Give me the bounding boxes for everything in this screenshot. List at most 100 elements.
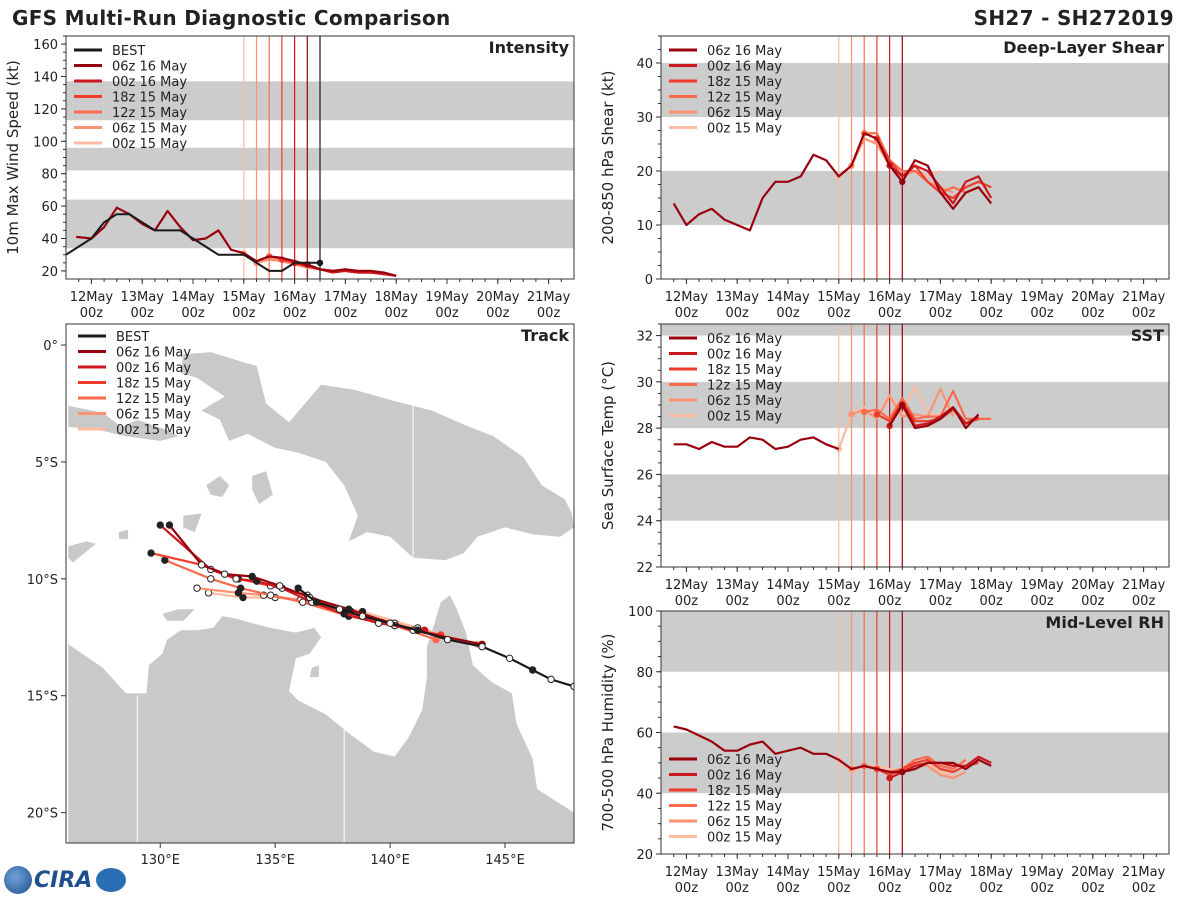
- x-tick-label: 00z: [827, 594, 851, 609]
- x-tick-label: 00z: [929, 881, 953, 896]
- init-point-18z-15-may: [873, 411, 881, 418]
- legend-label: 00z 16 May: [112, 75, 187, 90]
- y-tick-label: 30: [636, 111, 653, 126]
- track-point: [266, 591, 275, 599]
- legend-label: 06z 16 May: [112, 60, 187, 75]
- x-tick-label: 17May: [919, 865, 963, 880]
- shade-band: [661, 63, 1169, 117]
- legend-label: 00z 15 May: [707, 122, 782, 137]
- x-tick-label: 19May: [1020, 290, 1064, 305]
- series-line-06z-15-may: [851, 387, 955, 420]
- init-point-best: [316, 259, 324, 266]
- legend-label: 12z 15 May: [116, 392, 191, 407]
- y-tick-label: 60: [636, 727, 653, 742]
- x-tick-label: 00z: [486, 306, 510, 321]
- x-tick-label: 00z: [1132, 594, 1156, 609]
- x-tick-label: 00z: [181, 306, 205, 321]
- x-tick-label: 14May: [766, 578, 810, 593]
- track-point: [547, 675, 555, 684]
- x-tick-label: 00z: [776, 306, 800, 321]
- x-tick-label: 15May: [222, 290, 266, 305]
- x-tick-label: 00z: [675, 306, 699, 321]
- storm-id: SH27 - SH272019: [973, 6, 1174, 30]
- track-point: [505, 654, 514, 663]
- init-point-06z-15-may: [848, 411, 855, 418]
- track-point: [193, 584, 201, 592]
- legend-label: 00z 16 May: [707, 60, 782, 75]
- x-tick-label: 00z: [1132, 881, 1156, 896]
- x-tick-label: 19May: [1020, 578, 1064, 593]
- x-tick-label: 00z: [878, 594, 902, 609]
- track-point: [312, 598, 321, 606]
- x-tick-label: 00z: [1132, 306, 1156, 321]
- x-tick-label: 20May: [476, 290, 520, 305]
- series-line-06z-16-may: [673, 403, 980, 451]
- legend-label: 06z 16 May: [707, 753, 782, 768]
- x-tick-label: 00z: [776, 881, 800, 896]
- track-point: [358, 612, 367, 620]
- x-tick-label: 00z: [675, 594, 699, 609]
- land-mass: [183, 513, 202, 533]
- track-point: [248, 572, 256, 581]
- x-tick-label: 00z: [1030, 881, 1054, 896]
- land-mass: [118, 529, 129, 540]
- panel-title: Intensity: [489, 38, 570, 57]
- legend-label: 06z 16 May: [116, 346, 191, 361]
- legend-label: 18z 15 May: [707, 784, 782, 799]
- x-tick-label: 00z: [80, 306, 104, 321]
- y-tick-label: 0°: [43, 339, 58, 354]
- land-mass: [206, 476, 230, 497]
- land-mass: [68, 541, 96, 563]
- x-tick-label: 16May: [868, 290, 912, 305]
- x-tick-label: 00z: [878, 881, 902, 896]
- init-point-00z-16-may: [886, 774, 893, 782]
- y-tick-label: 28: [636, 422, 653, 437]
- x-tick-label: 135°E: [255, 853, 295, 868]
- track-point: [197, 561, 206, 569]
- y-tick-label: 40: [41, 233, 58, 248]
- legend-label: 06z 16 May: [707, 44, 782, 59]
- panel-sst: 22242628303212May00z13May00z14May00z15Ma…: [599, 323, 1170, 609]
- x-tick-label: 13May: [715, 865, 759, 880]
- init-point-06z-16-may: [899, 401, 906, 409]
- x-tick-label: 15May: [817, 865, 861, 880]
- track-point: [156, 521, 164, 529]
- x-tick-label: 16May: [868, 865, 912, 880]
- y-tick-label: 140: [33, 71, 58, 86]
- y-tick-label: 10°S: [27, 573, 58, 588]
- x-tick-label: 00z: [435, 306, 459, 321]
- legend-label: BEST: [112, 44, 145, 59]
- init-point-06z-16-may: [899, 768, 906, 776]
- legend-label: 12z 15 May: [707, 800, 782, 815]
- panel-title: Deep-Layer Shear: [1003, 38, 1164, 57]
- x-tick-label: 15May: [817, 290, 861, 305]
- x-tick-label: 20May: [1071, 578, 1115, 593]
- x-tick-label: 13May: [715, 578, 759, 593]
- y-tick-label: 5°S: [35, 456, 58, 471]
- series-line-best: [66, 213, 320, 272]
- init-point-12z-15-may: [861, 408, 868, 416]
- track-point: [413, 626, 422, 634]
- x-tick-label: 130°E: [140, 853, 180, 868]
- y-tick-label: 20: [636, 848, 653, 863]
- legend-label: 18z 15 May: [707, 363, 782, 378]
- track-point: [207, 575, 215, 583]
- x-tick-label: 00z: [929, 594, 953, 609]
- y-tick-label: 15°S: [27, 690, 58, 705]
- panel-shear: 01020304012May00z13May00z14May00z15May00…: [599, 35, 1170, 321]
- y-tick-label: 100: [33, 135, 58, 150]
- track-point: [165, 521, 174, 529]
- x-tick-label: 00z: [776, 594, 800, 609]
- x-tick-label: 00z: [131, 306, 155, 321]
- legend-label: 18z 15 May: [112, 91, 187, 106]
- shade-band: [661, 324, 1169, 336]
- x-tick-label: 21May: [1122, 290, 1166, 305]
- x-tick-label: 18May: [969, 578, 1013, 593]
- x-tick-label: 14May: [766, 290, 810, 305]
- y-tick-label: 24: [636, 515, 653, 530]
- x-tick-label: 00z: [929, 306, 953, 321]
- shade-band: [661, 171, 1169, 225]
- shade-band: [661, 474, 1169, 521]
